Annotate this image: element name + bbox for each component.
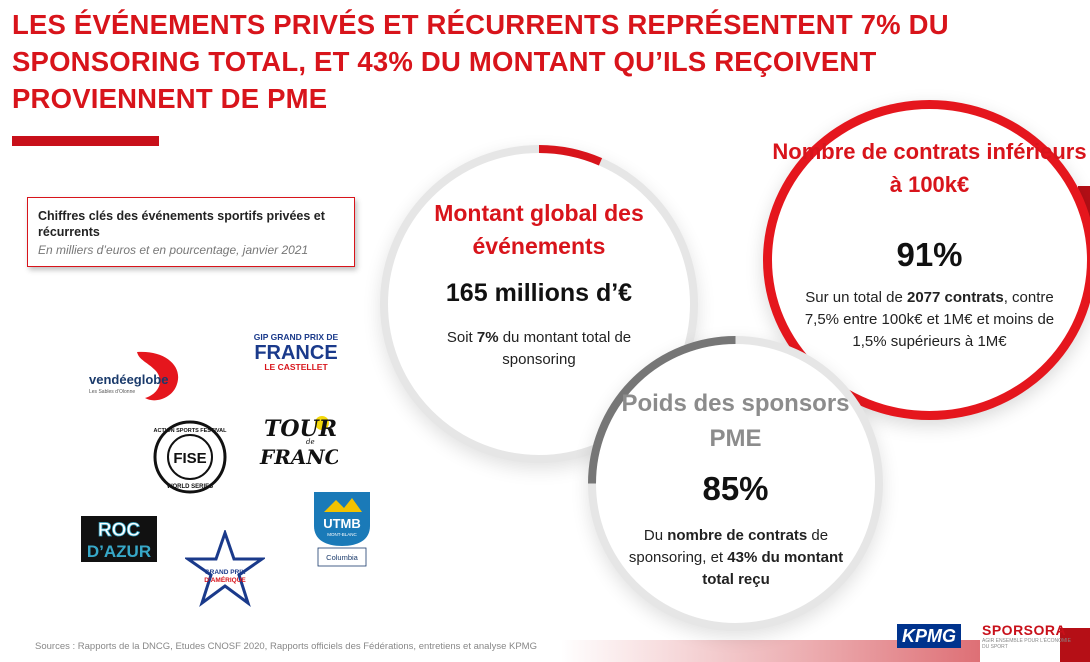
title-underline-bar [12,136,159,146]
grand-prix-amerique-logo: GRAND PRIX D’AMÉRIQUE [185,530,265,607]
tdf-line2: FRANCE [259,445,338,469]
vendee-globe-name: vendéeglobe [89,372,168,387]
fise-logo: ACTION SPORTS FESTIVAL FISE WORLD SERIES [153,420,228,494]
poids-pme-circle: Poids des sponsors PME 85% Du nombre de … [588,336,883,631]
pme-text: Du nombre de contrats de sponsoring, et … [628,527,844,588]
bottom-right-edge-accent [1060,628,1090,662]
roc-azur-logo: ROC D’AZUR [81,516,157,562]
utmb-name: UTMB [323,516,361,531]
montant-value: 165 millions d’€ [445,279,633,307]
bottom-gradient-band [560,640,980,662]
pme-arc [588,336,736,484]
key-figures-box: Chiffres clés des événements sportifs pr… [27,197,355,267]
roc-line2: D’AZUR [87,542,151,561]
tdf-line1: TOUR [264,416,337,442]
utmb-sub: MONT-BLANC [327,532,357,537]
montant-arc [538,145,603,166]
sporsora-tagline: AGIR ENSEMBLE POUR L’ÉCONOMIE DU SPORT [982,638,1071,650]
pme-value: 85% [702,470,769,507]
page-title: LES ÉVÉNEMENTS PRIVÉS ET RÉCURRENTS REPR… [12,9,949,114]
vendee-globe-logo: vendéeglobe Les Sables d’Olonne [89,351,179,401]
sporsora-name: SPORSORA [982,622,1067,638]
vendee-globe-sub: Les Sables d’Olonne [89,389,135,395]
fise-ring-top: ACTION SPORTS FESTIVAL [154,428,228,434]
sporsora-logo: SPORSORA AGIR ENSEMBLE POUR L’ÉCONOMIE D… [982,622,1078,650]
fise-ring-bottom: WORLD SERIES [167,484,213,490]
contrats-text: Sur un total de 2077 contrats, contre 7,… [804,289,1055,350]
gpa-line2: D’AMÉRIQUE [204,575,246,584]
montant-text: Soit 7% du montant total de sponsoring [446,329,632,368]
roc-line1: ROC [98,520,141,541]
key-figures-title: Chiffres clés des événements sportifs pr… [38,209,325,239]
grand-prix-france-logo: GIP GRAND PRIX DE FRANCE LE CASTELLET [254,332,339,372]
sources-footnote: Sources : Rapports de la DNCG, Etudes CN… [35,641,537,652]
contrats-value: 91% [896,236,963,273]
utmb-logo: UTMB MONT-BLANC Columbia [314,492,370,567]
utmb-partner: Columbia [326,553,359,562]
contrats-heading: Nombre de contrats inférieurs à 100k€ [772,139,1087,197]
fise-center: FISE [173,450,206,467]
gpf-line3: LE CASTELLET [264,362,328,372]
tdf-small: de [306,438,315,446]
key-figures-subtitle: En milliers d’euros et en pourcentage, j… [38,243,309,257]
kpmg-logo: KPMG [897,624,961,648]
montant-heading: Montant global des événements [434,200,644,259]
pme-heading: Poids des sponsors PME [621,390,850,452]
gpa-line1: GRAND PRIX [205,569,246,576]
tour-de-france-logo: TOUR de FRANCE [259,416,338,469]
gpf-line1: GIP GRAND PRIX DE [254,332,339,342]
gpf-line2: FRANCE [254,342,337,364]
